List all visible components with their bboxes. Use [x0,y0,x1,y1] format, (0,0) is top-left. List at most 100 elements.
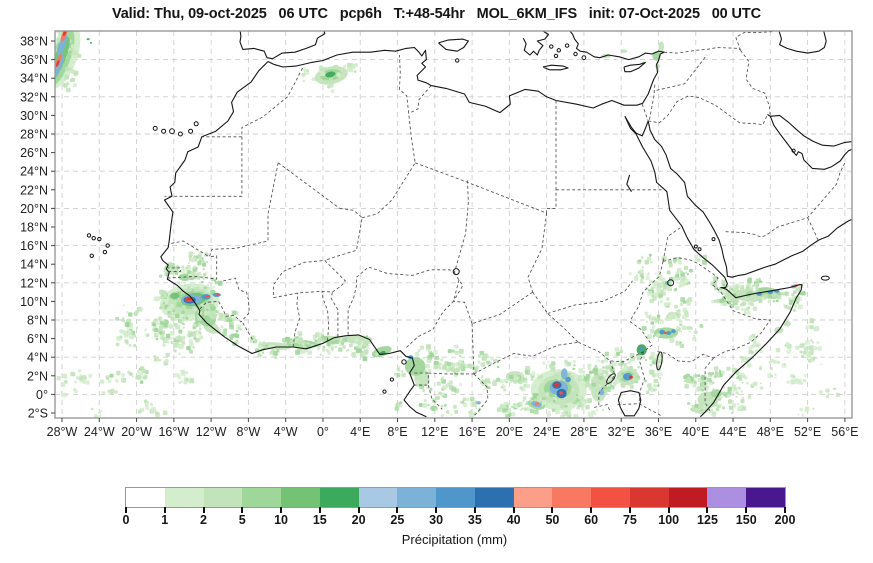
colorbar-tick-label: 15 [312,513,327,527]
y-tick-label: 36°N [20,53,48,67]
colorbar-cell [591,488,630,507]
colorbar-cell [746,488,785,507]
y-tick-label: 2°N [27,369,48,383]
colorbar-tick [280,507,283,513]
colorbar-tick-label: 60 [584,513,599,527]
colorbar-cell [281,488,320,507]
map-frame [54,30,853,419]
x-axis-labels: 28°W 24°W 20°W 16°W 12°W 8°W 4°W 0° 4°E 8°E 12°E 16… [47,425,859,439]
figure-title: Valid: Thu, 09-oct-2025 06 UTC pcp6h T:+… [111,6,762,22]
colorbar-tick [590,507,593,513]
y-axis-labels: 38°N 36°N 34°N 32°N 30°N 28°N 26°N 24°N 22°N 20°N… [20,35,48,421]
colorbar-tick-label: 40 [506,513,521,527]
y-tick-label: 14°N [20,258,48,272]
x-tick-label: 12°W [196,425,227,439]
y-tick-label: 24°N [20,165,48,179]
axis-ticks [51,40,846,422]
colorbar-tick [667,507,670,513]
colorbar-tick-label: 2 [200,513,207,527]
map-canvas: 28°W 24°W 20°W 16°W 12°W 8°W 4°W 0° 4°E 8°E 12°E 16… [20,30,859,439]
colorbar-tick-label: 100 [658,513,680,527]
x-tick-label: 16°E [458,425,485,439]
colorbar-tick [241,507,244,513]
colorbar-tick [473,507,476,513]
x-tick-label: 24°W [84,425,115,439]
x-tick-label: 52°E [794,425,821,439]
colorbar-cell [319,488,359,507]
colorbar-cell [358,488,398,507]
colorbar-tick-label: 50 [545,513,560,527]
colorbar-cell [629,488,669,507]
y-tick-label: 2°S [28,407,48,421]
colorbar-tick [435,507,438,513]
colorbar-cell [474,488,514,507]
colorbar-tick [125,507,127,513]
x-tick-label: 32°E [608,425,635,439]
colorbar-tick [745,507,748,513]
colorbar-tick [396,507,399,513]
x-tick-label: 20°E [496,425,523,439]
coastlines [160,31,852,418]
x-tick-label: 12°E [421,425,448,439]
colorbar-tick [512,507,515,513]
x-tick-label: 20°W [121,425,152,439]
y-tick-label: 0° [36,388,48,402]
islands-lakes [86,43,830,394]
y-tick-label: 22°N [20,183,48,197]
colorbar-cell [203,488,243,507]
colorbar-tick-label: 75 [622,513,637,527]
colorbar-tick-label: 5 [238,513,246,527]
colorbar-cell [668,488,708,507]
x-tick-label: 44°E [719,425,746,439]
colorbar-cell [164,488,204,507]
x-tick-label: 28°E [570,425,597,439]
colorbar-tick [784,507,786,513]
country-borders [164,31,846,417]
precipitation-layer [55,31,840,418]
x-tick-label: 56°E [831,425,858,439]
y-tick-label: 8°N [27,314,48,328]
x-tick-label: 8°W [237,425,261,439]
colorbar-cell [126,488,165,507]
colorbar-tick-label: 20 [351,513,366,527]
colorbar-tick [318,507,321,513]
x-tick-label: 40°E [682,425,709,439]
x-tick-label: 48°E [757,425,784,439]
y-tick-label: 12°N [20,276,48,290]
y-tick-label: 26°N [20,146,48,160]
colorbar-tick [163,507,166,513]
colorbar-tick-label: 25 [390,513,405,527]
x-tick-label: 0° [317,425,329,439]
colorbar-cell [552,488,591,507]
colorbar-tick [706,507,709,513]
colorbar-cell [242,488,281,507]
gridlines [55,31,852,418]
y-tick-label: 28°N [20,128,48,142]
y-tick-label: 34°N [20,72,48,86]
colorbar [125,487,786,508]
y-tick-label: 10°N [20,295,48,309]
colorbar-tick [357,507,360,513]
y-tick-label: 4°N [27,351,48,365]
x-tick-label: 4°W [274,425,298,439]
x-tick-label: 8°E [387,425,407,439]
colorbar-tick [628,507,631,513]
colorbar-tick-label: 10 [274,513,288,527]
colorbar-tick [551,507,554,513]
y-tick-label: 16°N [20,239,48,253]
colorbar-tick-label: 30 [429,513,444,527]
x-tick-label: 16°W [158,425,189,439]
y-tick-label: 18°N [20,221,48,235]
x-tick-label: 28°W [47,425,78,439]
colorbar-cell [707,488,746,507]
colorbar-cell [513,488,553,507]
colorbar-tick-label: 150 [735,513,757,527]
colorbar-tick-label: 0 [122,513,130,527]
x-tick-label: 4°E [350,425,370,439]
colorbar-cell [436,488,475,507]
y-tick-label: 30°N [20,109,48,123]
y-tick-label: 32°N [20,90,48,104]
colorbar-tick-label: 1 [161,513,169,527]
colorbar-tick-label: 200 [774,513,796,527]
